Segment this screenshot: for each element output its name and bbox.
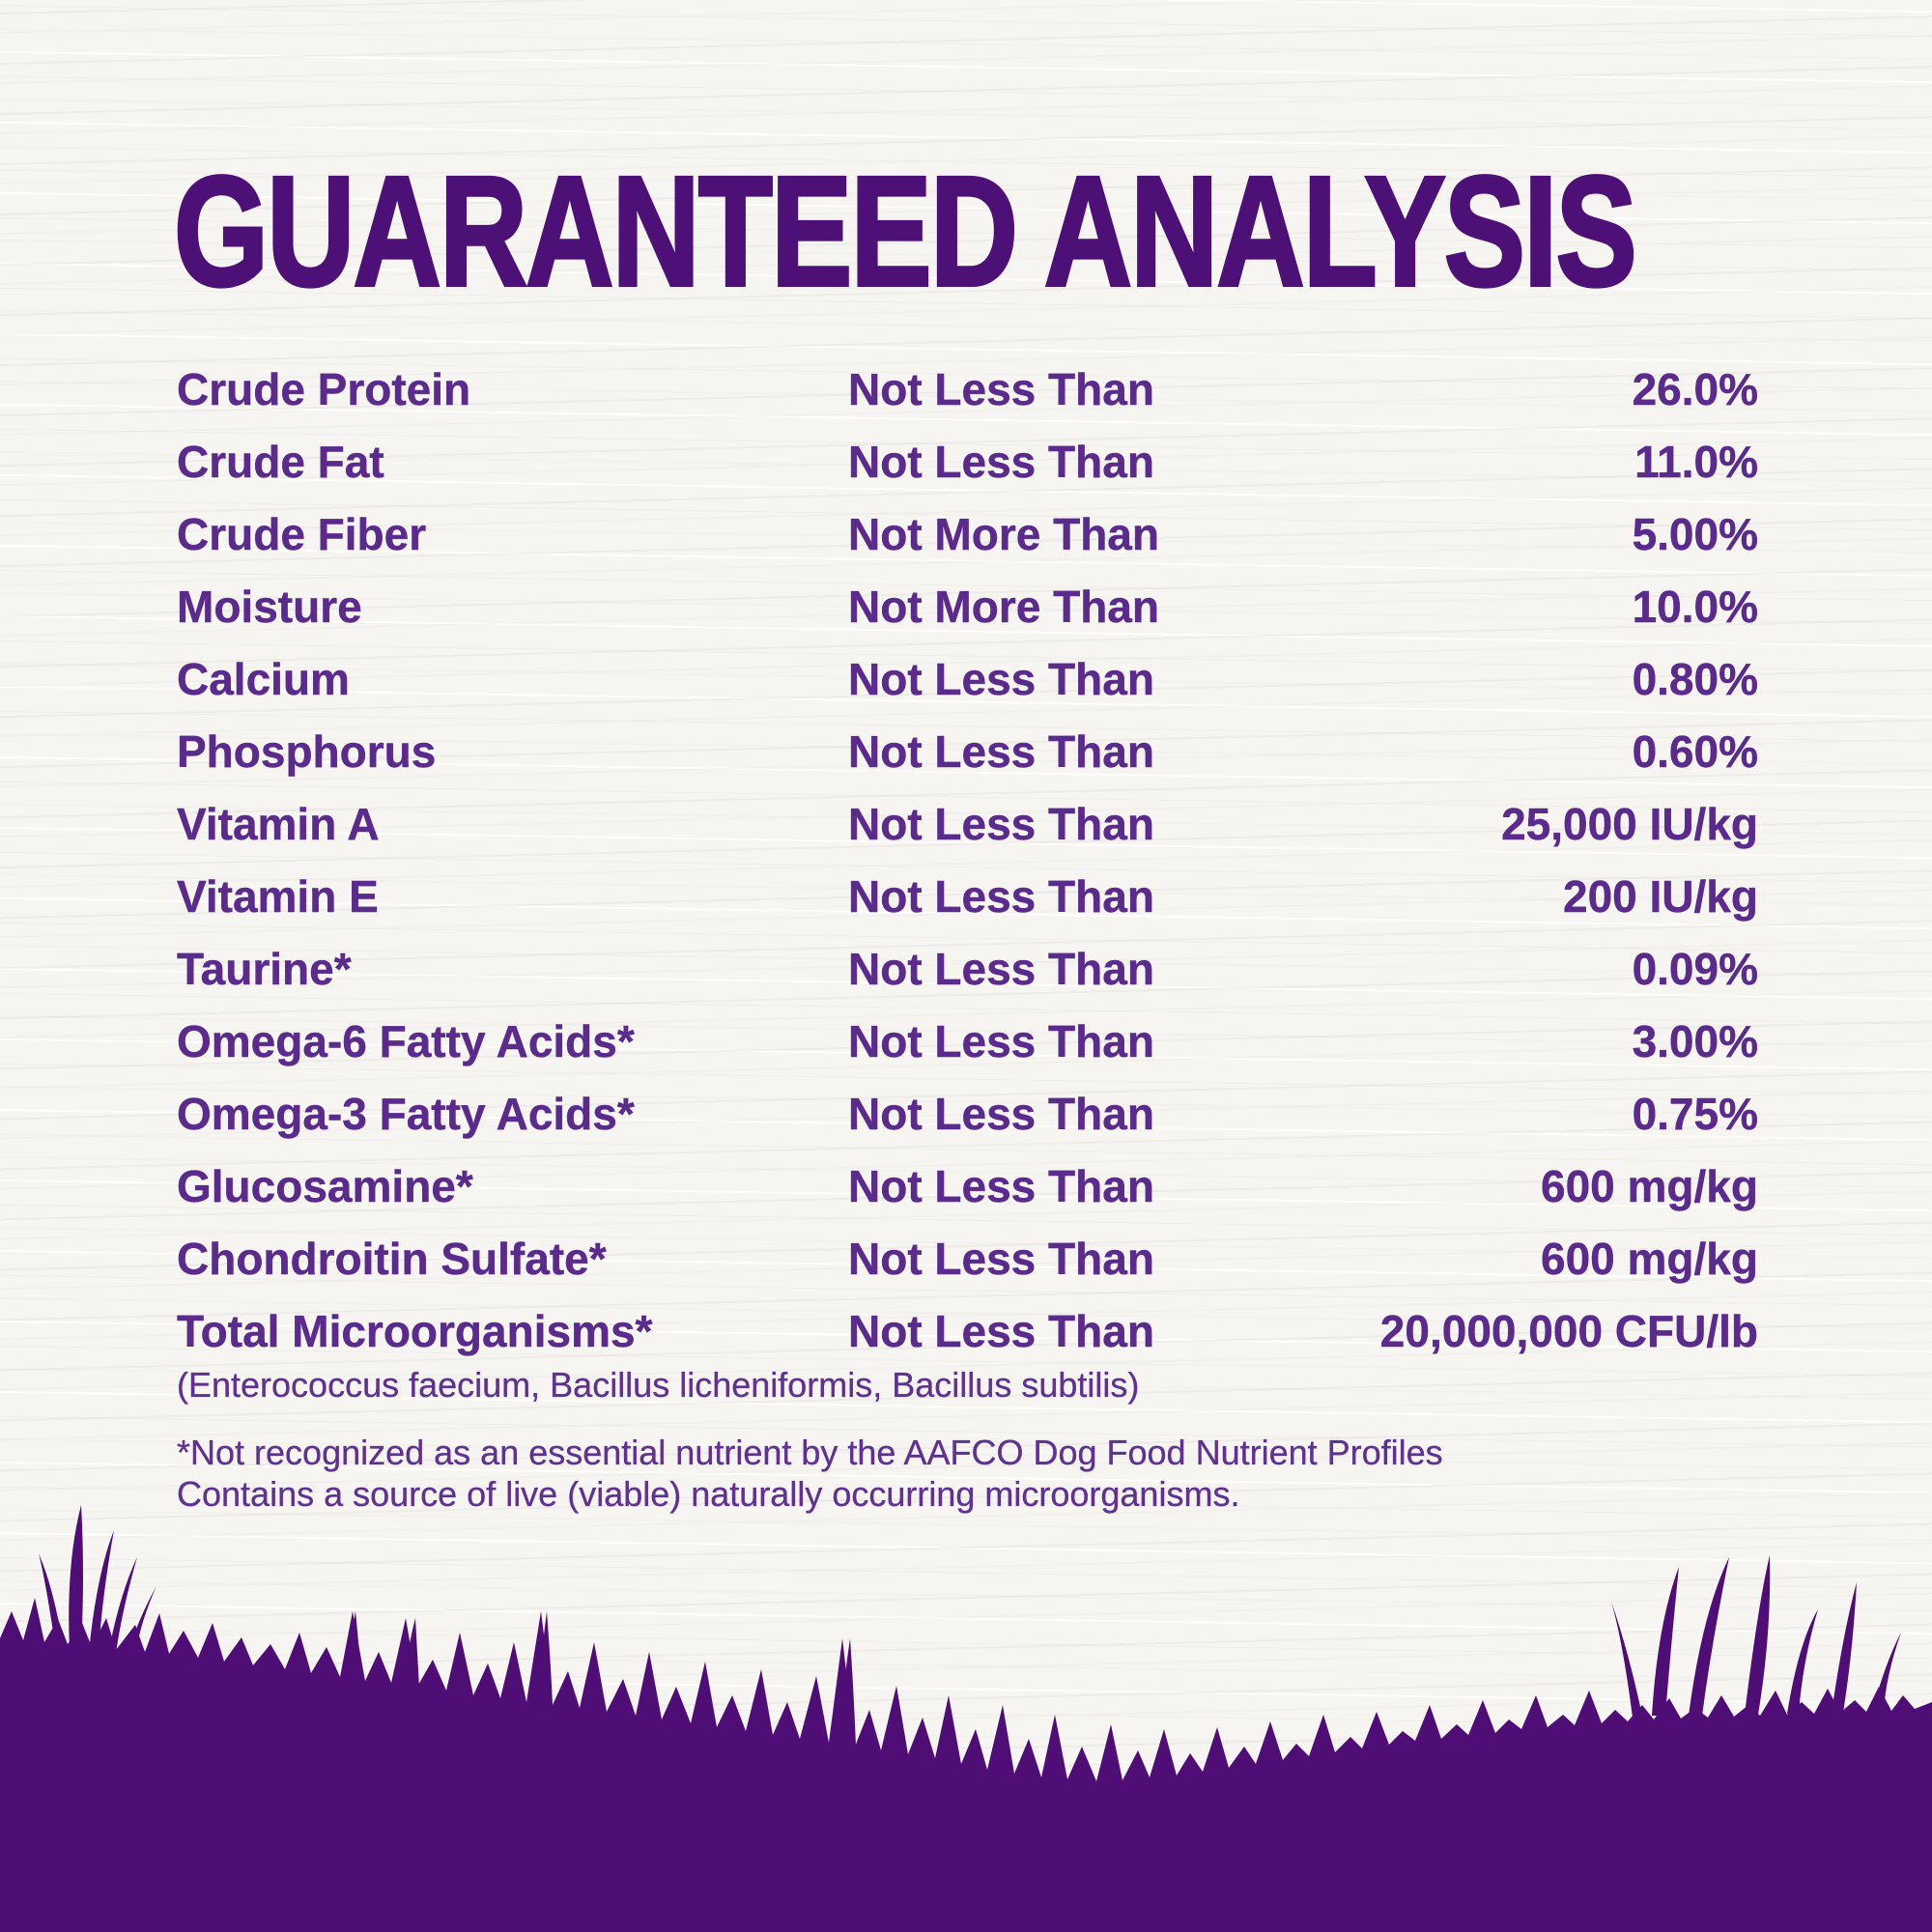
table-row: Vitamin A Not Less Than 25,000 IU/kg <box>177 788 1758 861</box>
table-row: Phosphorus Not Less Than 0.60% <box>177 716 1758 788</box>
nutrient-label: Vitamin E <box>177 871 379 922</box>
footnote-aafco: *Not recognized as an essential nutrient… <box>177 1433 1443 1472</box>
nutrient-value: 200 IU/kg <box>1563 871 1758 922</box>
qualifier-text: Not Less Than <box>848 944 1154 994</box>
qualifier-text: Not Less Than <box>848 1161 1154 1211</box>
table-row: Crude Fat Not Less Than 11.0% <box>177 426 1758 498</box>
nutrient-value: 0.80% <box>1632 654 1758 704</box>
nutrient-label: Moisture <box>177 582 362 632</box>
nutrient-value: 11.0% <box>1634 437 1758 487</box>
nutrient-label: Crude Fiber <box>177 509 427 559</box>
nutrient-value: 5.00% <box>1632 509 1758 559</box>
page-title: GUARANTEED ANALYSIS <box>173 143 1639 319</box>
nutrient-value: 20,000,000 CFU/lb <box>1379 1306 1759 1356</box>
grass-silhouette-decoration <box>0 1505 1932 1932</box>
table-row: Calcium Not Less Than 0.80% <box>177 643 1758 716</box>
nutrient-value: 10.0% <box>1632 582 1758 632</box>
nutrient-label: Phosphorus <box>177 726 437 777</box>
table-row: Total Microorganisms* Not Less Than 20,000… <box>177 1295 1758 1368</box>
table-row: Glucosamine* Not Less Than 600 mg/kg <box>177 1151 1758 1223</box>
nutrient-label: Crude Protein <box>177 364 471 414</box>
nutrient-value: 600 mg/kg <box>1541 1234 1758 1284</box>
table-row: Crude Fiber Not More Than 5.00% <box>177 498 1758 571</box>
table-row: Chondroitin Sulfate* Not Less Than 600 mg/… <box>177 1223 1758 1295</box>
qualifier-text: Not More Than <box>848 582 1159 632</box>
nutrient-label: Omega-3 Fatty Acids* <box>177 1089 635 1139</box>
nutrient-label: Calcium <box>177 654 350 704</box>
qualifier-text: Not Less Than <box>848 799 1154 849</box>
table-row: Omega-3 Fatty Acids* Not Less Than 0.75% <box>177 1078 1758 1151</box>
nutrient-label: Chondroitin Sulfate* <box>177 1234 607 1284</box>
footnotes: *Not recognized as an essential nutrient… <box>177 1432 1443 1515</box>
qualifier-text: Not Less Than <box>848 726 1154 777</box>
qualifier-text: Not Less Than <box>848 1234 1154 1284</box>
table-row: Vitamin E Not Less Than 200 IU/kg <box>177 861 1758 933</box>
table-row: Taurine* Not Less Than 0.09% <box>177 933 1758 1006</box>
nutrient-label: Taurine* <box>177 944 352 994</box>
analysis-table: Crude Protein Not Less Than 26.0% Crude Fat… <box>177 354 1758 1368</box>
nutrient-value: 25,000 IU/kg <box>1501 799 1758 849</box>
table-row: Crude Protein Not Less Than 26.0% <box>177 354 1758 426</box>
nutrient-label: Total Microorganisms* <box>177 1306 653 1356</box>
qualifier-text: Not More Than <box>848 509 1159 559</box>
qualifier-text: Not Less Than <box>848 364 1154 414</box>
table-row: Omega-6 Fatty Acids* Not Less Than 3.00% <box>177 1006 1758 1078</box>
qualifier-text: Not Less Than <box>848 1089 1154 1139</box>
nutrient-value: 3.00% <box>1632 1016 1758 1066</box>
qualifier-text: Not Less Than <box>848 1016 1154 1066</box>
qualifier-text: Not Less Than <box>848 871 1154 922</box>
nutrient-label: Omega-6 Fatty Acids* <box>177 1016 635 1066</box>
nutrient-value: 600 mg/kg <box>1541 1161 1758 1211</box>
qualifier-text: Not Less Than <box>848 1306 1154 1356</box>
footnote-live-microorganisms: Contains a source of live (viable) natur… <box>177 1474 1240 1514</box>
nutrient-label: Crude Fat <box>177 437 384 487</box>
qualifier-text: Not Less Than <box>848 437 1154 487</box>
qualifier-text: Not Less Than <box>848 654 1154 704</box>
nutrient-value: 0.75% <box>1632 1089 1758 1139</box>
nutrient-label: Vitamin A <box>177 799 380 849</box>
nutrient-value: 0.60% <box>1632 726 1758 777</box>
nutrient-label: Glucosamine* <box>177 1161 473 1211</box>
microorganisms-note: (Enterococcus faecium, Bacillus lichenif… <box>177 1365 1140 1405</box>
table-row: Moisture Not More Than 10.0% <box>177 571 1758 643</box>
nutrient-value: 0.09% <box>1632 944 1758 994</box>
nutrient-value: 26.0% <box>1632 364 1758 414</box>
